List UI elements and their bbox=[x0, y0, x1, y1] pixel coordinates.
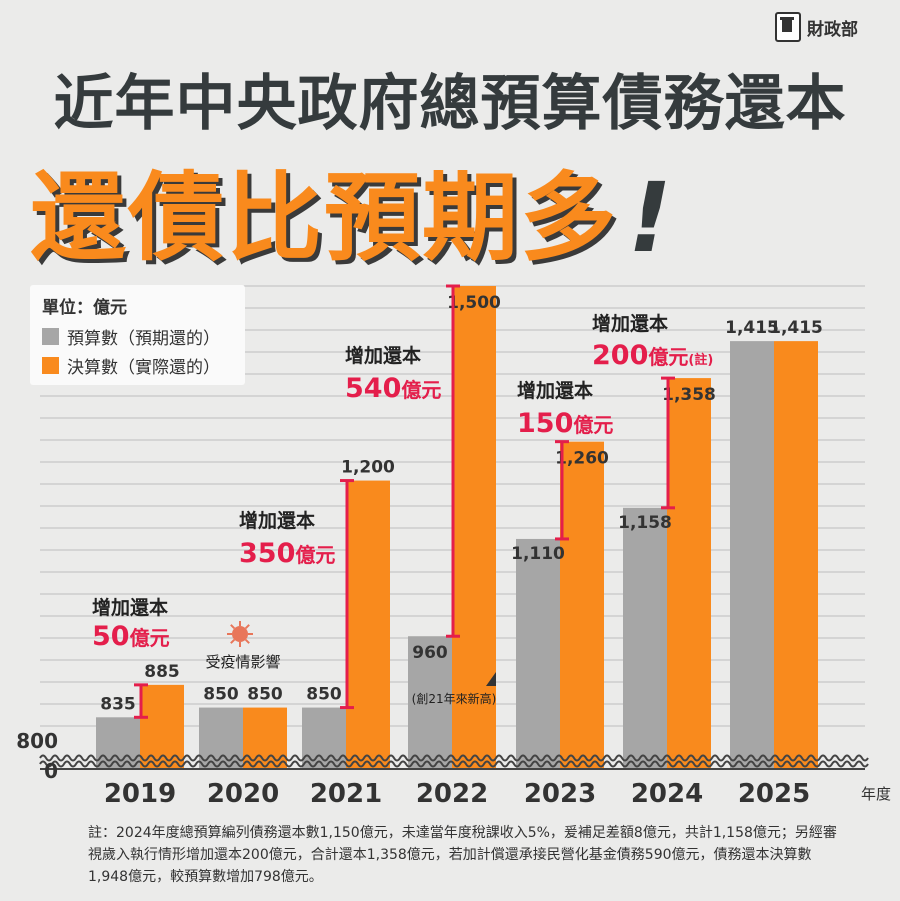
value-label-actual-2025: 1,415 bbox=[769, 318, 823, 338]
legend-swatch-budget bbox=[42, 328, 59, 345]
ministry-logo: 財政部 bbox=[775, 12, 858, 42]
title-exclaim: ! bbox=[628, 162, 674, 274]
virus-icon-spike bbox=[244, 624, 250, 630]
annotation-amount-2023: 150億元 bbox=[517, 408, 613, 439]
footnote: 註：2024年度總預算編列債務還本數1,150億元，未達當年度稅課收入5%，爰補… bbox=[88, 825, 837, 885]
value-label-actual-2022: 1,500 bbox=[447, 293, 501, 313]
logo-text: 財政部 bbox=[807, 19, 858, 40]
record-note: (創21年來新高) bbox=[412, 691, 497, 706]
value-label-budget-2025: 1,415 bbox=[725, 318, 779, 338]
annotation-number: 540 bbox=[345, 373, 401, 404]
value-label-actual-2020: 850 bbox=[247, 685, 283, 705]
value-label-actual-2021: 1,200 bbox=[341, 458, 395, 478]
annotation-amount-2019: 50億元 bbox=[92, 621, 170, 652]
value-label-budget-2019: 835 bbox=[100, 694, 136, 714]
x-tick-label: 2025 bbox=[738, 779, 810, 809]
x-tick-label: 2019 bbox=[104, 779, 176, 809]
legend-unit: 單位：億元 bbox=[42, 298, 127, 318]
annotation-label-2019: 增加還本 bbox=[92, 596, 168, 619]
y-tick-label: 800 bbox=[16, 729, 58, 753]
value-label-budget-2022: 960 bbox=[412, 643, 448, 663]
x-tick-label: 2020 bbox=[207, 779, 279, 809]
value-label-budget-2024: 1,158 bbox=[618, 513, 672, 533]
ministry-seal-icon bbox=[775, 12, 801, 42]
annotation-note: (註) bbox=[688, 352, 713, 368]
title-line1: 近年中央政府總預算債務還本 bbox=[53, 69, 847, 139]
annotation-amount-2021: 350億元 bbox=[239, 538, 335, 569]
annotation-number: 350 bbox=[239, 538, 295, 569]
annotation-unit: 億元 bbox=[401, 378, 441, 402]
legend: 單位：億元 預算數（預期還的） 決算數（實際還的） bbox=[30, 285, 245, 385]
legend-item-budget: 預算數（預期還的） bbox=[42, 324, 233, 349]
x-tick-label: 2022 bbox=[416, 779, 488, 809]
x-tick-label: 2024 bbox=[631, 779, 703, 809]
annotation-amount-2024: 200億元(註) bbox=[592, 340, 713, 371]
bar-budget-2022 bbox=[408, 636, 452, 770]
value-label-budget-2023: 1,110 bbox=[511, 544, 565, 564]
annotation-label-2022: 增加還本 bbox=[345, 344, 421, 367]
value-label-budget-2020: 850 bbox=[203, 685, 239, 705]
virus-icon bbox=[232, 626, 248, 642]
title-line2: 還債比預期多! bbox=[30, 140, 674, 279]
bar-budget-2023 bbox=[516, 538, 560, 770]
legend-label-budget: 預算數（預期還的） bbox=[67, 329, 220, 349]
annotation-unit: 億元 bbox=[648, 345, 688, 369]
y-tick-label: 0 bbox=[44, 759, 58, 783]
annotation-number: 150 bbox=[517, 408, 573, 439]
x-tick-label: 2023 bbox=[524, 779, 596, 809]
bar-budget-2025 bbox=[730, 341, 774, 770]
annotation-number: 200 bbox=[592, 340, 648, 371]
virus-icon-spike bbox=[230, 624, 236, 630]
annotation-label-2023: 增加還本 bbox=[517, 379, 593, 402]
annotation-unit: 億元 bbox=[573, 413, 613, 437]
covid-note: 受疫情影響 bbox=[205, 653, 280, 671]
x-axis-title: 年度 bbox=[861, 785, 891, 803]
title-line2-text: 還債比預期多 bbox=[30, 162, 618, 274]
annotation-number: 50 bbox=[92, 621, 130, 652]
legend-swatch-actual bbox=[42, 357, 59, 374]
annotation-amount-2022: 540億元 bbox=[345, 373, 441, 404]
virus-icon-spike bbox=[244, 638, 250, 644]
bar-budget-2024 bbox=[623, 507, 667, 770]
value-label-actual-2019: 885 bbox=[144, 662, 180, 682]
annotation-label-2024: 增加還本 bbox=[592, 312, 668, 335]
axis-break-wave-2 bbox=[39, 760, 869, 768]
x-axis-line bbox=[40, 768, 865, 770]
bar-actual-2024 bbox=[667, 378, 711, 770]
virus-icon-spike bbox=[230, 638, 236, 644]
axis-break-wave bbox=[39, 754, 869, 762]
bar-actual-2025 bbox=[774, 341, 818, 770]
bar-actual-2023 bbox=[560, 441, 604, 770]
value-label-actual-2024: 1,358 bbox=[662, 385, 716, 405]
annotation-unit: 億元 bbox=[295, 543, 335, 567]
bar-actual-2022 bbox=[452, 286, 496, 770]
annotation-label-2021: 增加還本 bbox=[239, 509, 315, 532]
value-label-budget-2021: 850 bbox=[306, 685, 342, 705]
annotation-unit: 億元 bbox=[130, 626, 170, 650]
value-label-actual-2023: 1,260 bbox=[555, 449, 609, 469]
legend-item-actual: 決算數（實際還的） bbox=[42, 353, 233, 378]
record-arrow-icon bbox=[486, 672, 496, 686]
bar-actual-2021 bbox=[346, 480, 390, 770]
x-tick-label: 2021 bbox=[310, 779, 382, 809]
legend-label-actual: 決算數（實際還的） bbox=[67, 358, 220, 378]
